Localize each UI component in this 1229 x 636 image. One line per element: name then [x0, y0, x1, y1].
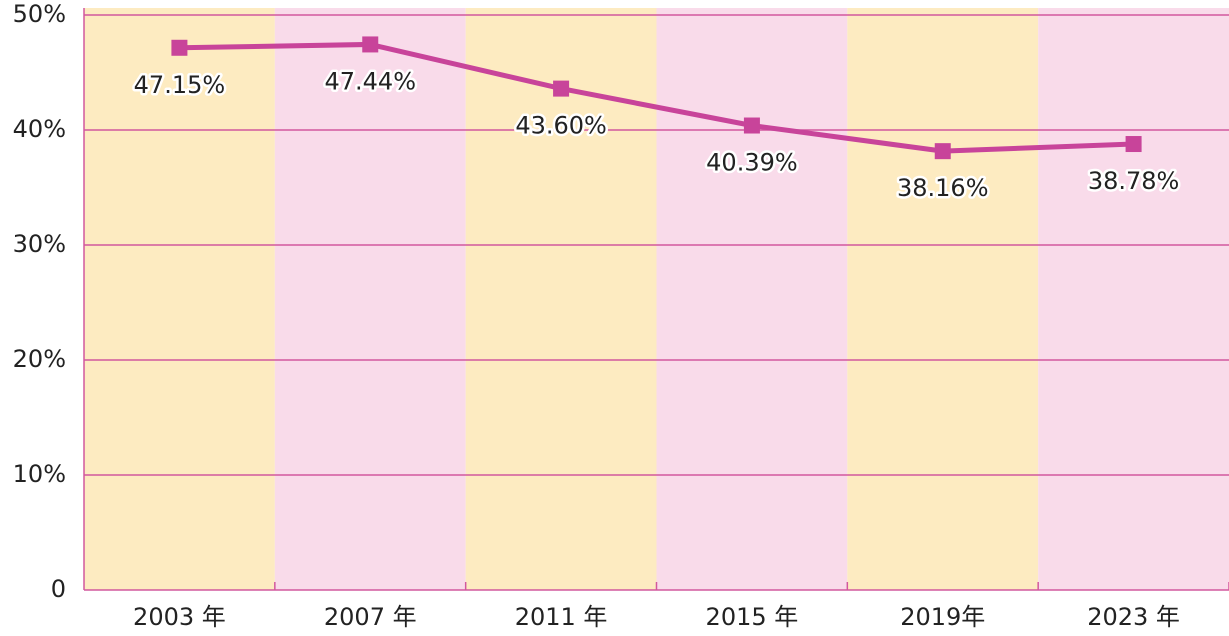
y-tick-label: 0 — [51, 575, 66, 603]
point-marker — [553, 80, 570, 97]
point-marker — [362, 36, 379, 53]
background-band — [84, 8, 275, 590]
point-marker — [1125, 136, 1142, 153]
x-tick-label: 2007 年 — [324, 603, 417, 631]
point-marker — [171, 39, 188, 56]
data-label: 40.39% — [706, 149, 798, 177]
x-tick-label: 2023 年 — [1087, 603, 1180, 631]
x-tick-label: 2011 年 — [515, 603, 608, 631]
y-tick-label: 50% — [13, 0, 66, 28]
y-tick-label: 40% — [13, 115, 66, 143]
y-tick-label: 10% — [13, 460, 66, 488]
background-band — [465, 8, 657, 590]
x-tick-label: 2003 年 — [133, 603, 226, 631]
background-band — [656, 8, 848, 590]
y-tick-label: 20% — [13, 345, 66, 373]
point-marker — [934, 143, 951, 160]
y-tick-label: 30% — [13, 230, 66, 258]
data-label: 47.15% — [134, 71, 226, 99]
data-label: 43.60% — [515, 112, 607, 140]
data-label: 38.16% — [897, 174, 989, 202]
background-band — [1038, 8, 1229, 590]
data-label: 38.78% — [1088, 167, 1180, 195]
series-line — [179, 41, 1134, 154]
point-marker — [743, 117, 760, 134]
x-tick-label: 2019年 — [900, 603, 985, 631]
x-tick-label: 2015 年 — [706, 603, 799, 631]
background-band — [847, 8, 1039, 590]
background-band — [274, 8, 466, 590]
data-label: 47.44% — [324, 67, 416, 95]
